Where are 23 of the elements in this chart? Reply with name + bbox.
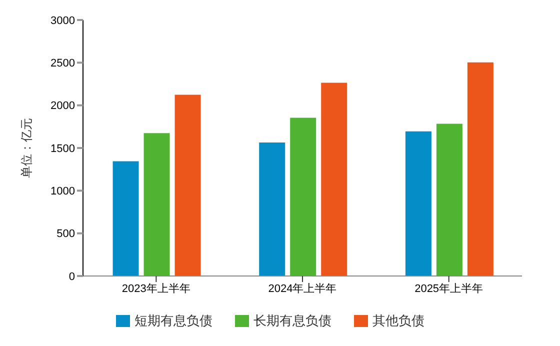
bar [320, 82, 348, 276]
bar [174, 94, 202, 276]
bar [289, 116, 318, 276]
bar [258, 142, 286, 276]
legend-label: 长期有息负债 [254, 312, 332, 330]
y-tick-label: 2500 [50, 58, 75, 70]
y-tick-label: 2000 [50, 100, 75, 112]
bar [112, 160, 140, 276]
legend-label: 其他负债 [372, 312, 424, 330]
bar [142, 132, 171, 276]
bar [466, 61, 494, 276]
y-axis-title: 单位：亿元 [19, 118, 34, 178]
y-tick-label: 3000 [50, 14, 75, 27]
bar [404, 130, 432, 276]
x-tick-label: 2025年上半年 [414, 282, 484, 295]
bar [435, 122, 464, 276]
x-tick-label: 2023年上半年 [122, 282, 190, 295]
y-tick-label: 500 [56, 228, 75, 240]
y-tick-label: 1500 [50, 142, 75, 155]
legend-label: 短期有息负债 [134, 312, 212, 330]
x-tick-label: 2024年上半年 [268, 282, 337, 295]
y-tick-label: 1000 [50, 186, 75, 198]
y-tick-label: 0 [68, 270, 75, 283]
